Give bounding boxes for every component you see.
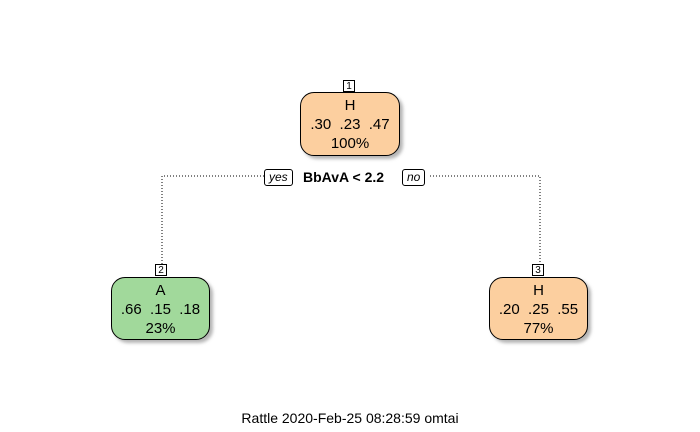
- yes-tag: yes: [264, 169, 293, 186]
- right-node-probs: .20 .25 .55: [498, 301, 579, 318]
- edge-left: [161, 175, 264, 264]
- right-node-class: H: [533, 282, 544, 299]
- node-id-2: 2: [155, 264, 167, 276]
- root-node-pct: 100%: [330, 135, 370, 152]
- root-node: H .30 .23 .47 100%: [300, 92, 400, 156]
- node-id-3: 3: [532, 264, 544, 276]
- root-node-class: H: [344, 97, 356, 114]
- split-label: BbAvA < 2.2: [303, 169, 385, 185]
- left-node-class: A: [155, 282, 166, 299]
- no-tag: no: [402, 169, 426, 186]
- left-node-probs: .66 .15 .18: [120, 301, 201, 318]
- footer-caption: Rattle 2020-Feb-25 08:28:59 omtai: [241, 410, 459, 426]
- edge-right: [430, 175, 541, 264]
- root-node-probs: .30 .23 .47: [310, 116, 390, 133]
- node-id-1: 1: [343, 80, 355, 92]
- left-node-pct: 23%: [145, 320, 176, 337]
- left-node: A .66 .15 .18 23%: [111, 277, 210, 340]
- right-node-pct: 77%: [523, 320, 554, 337]
- right-node: H .20 .25 .55 77%: [489, 277, 588, 340]
